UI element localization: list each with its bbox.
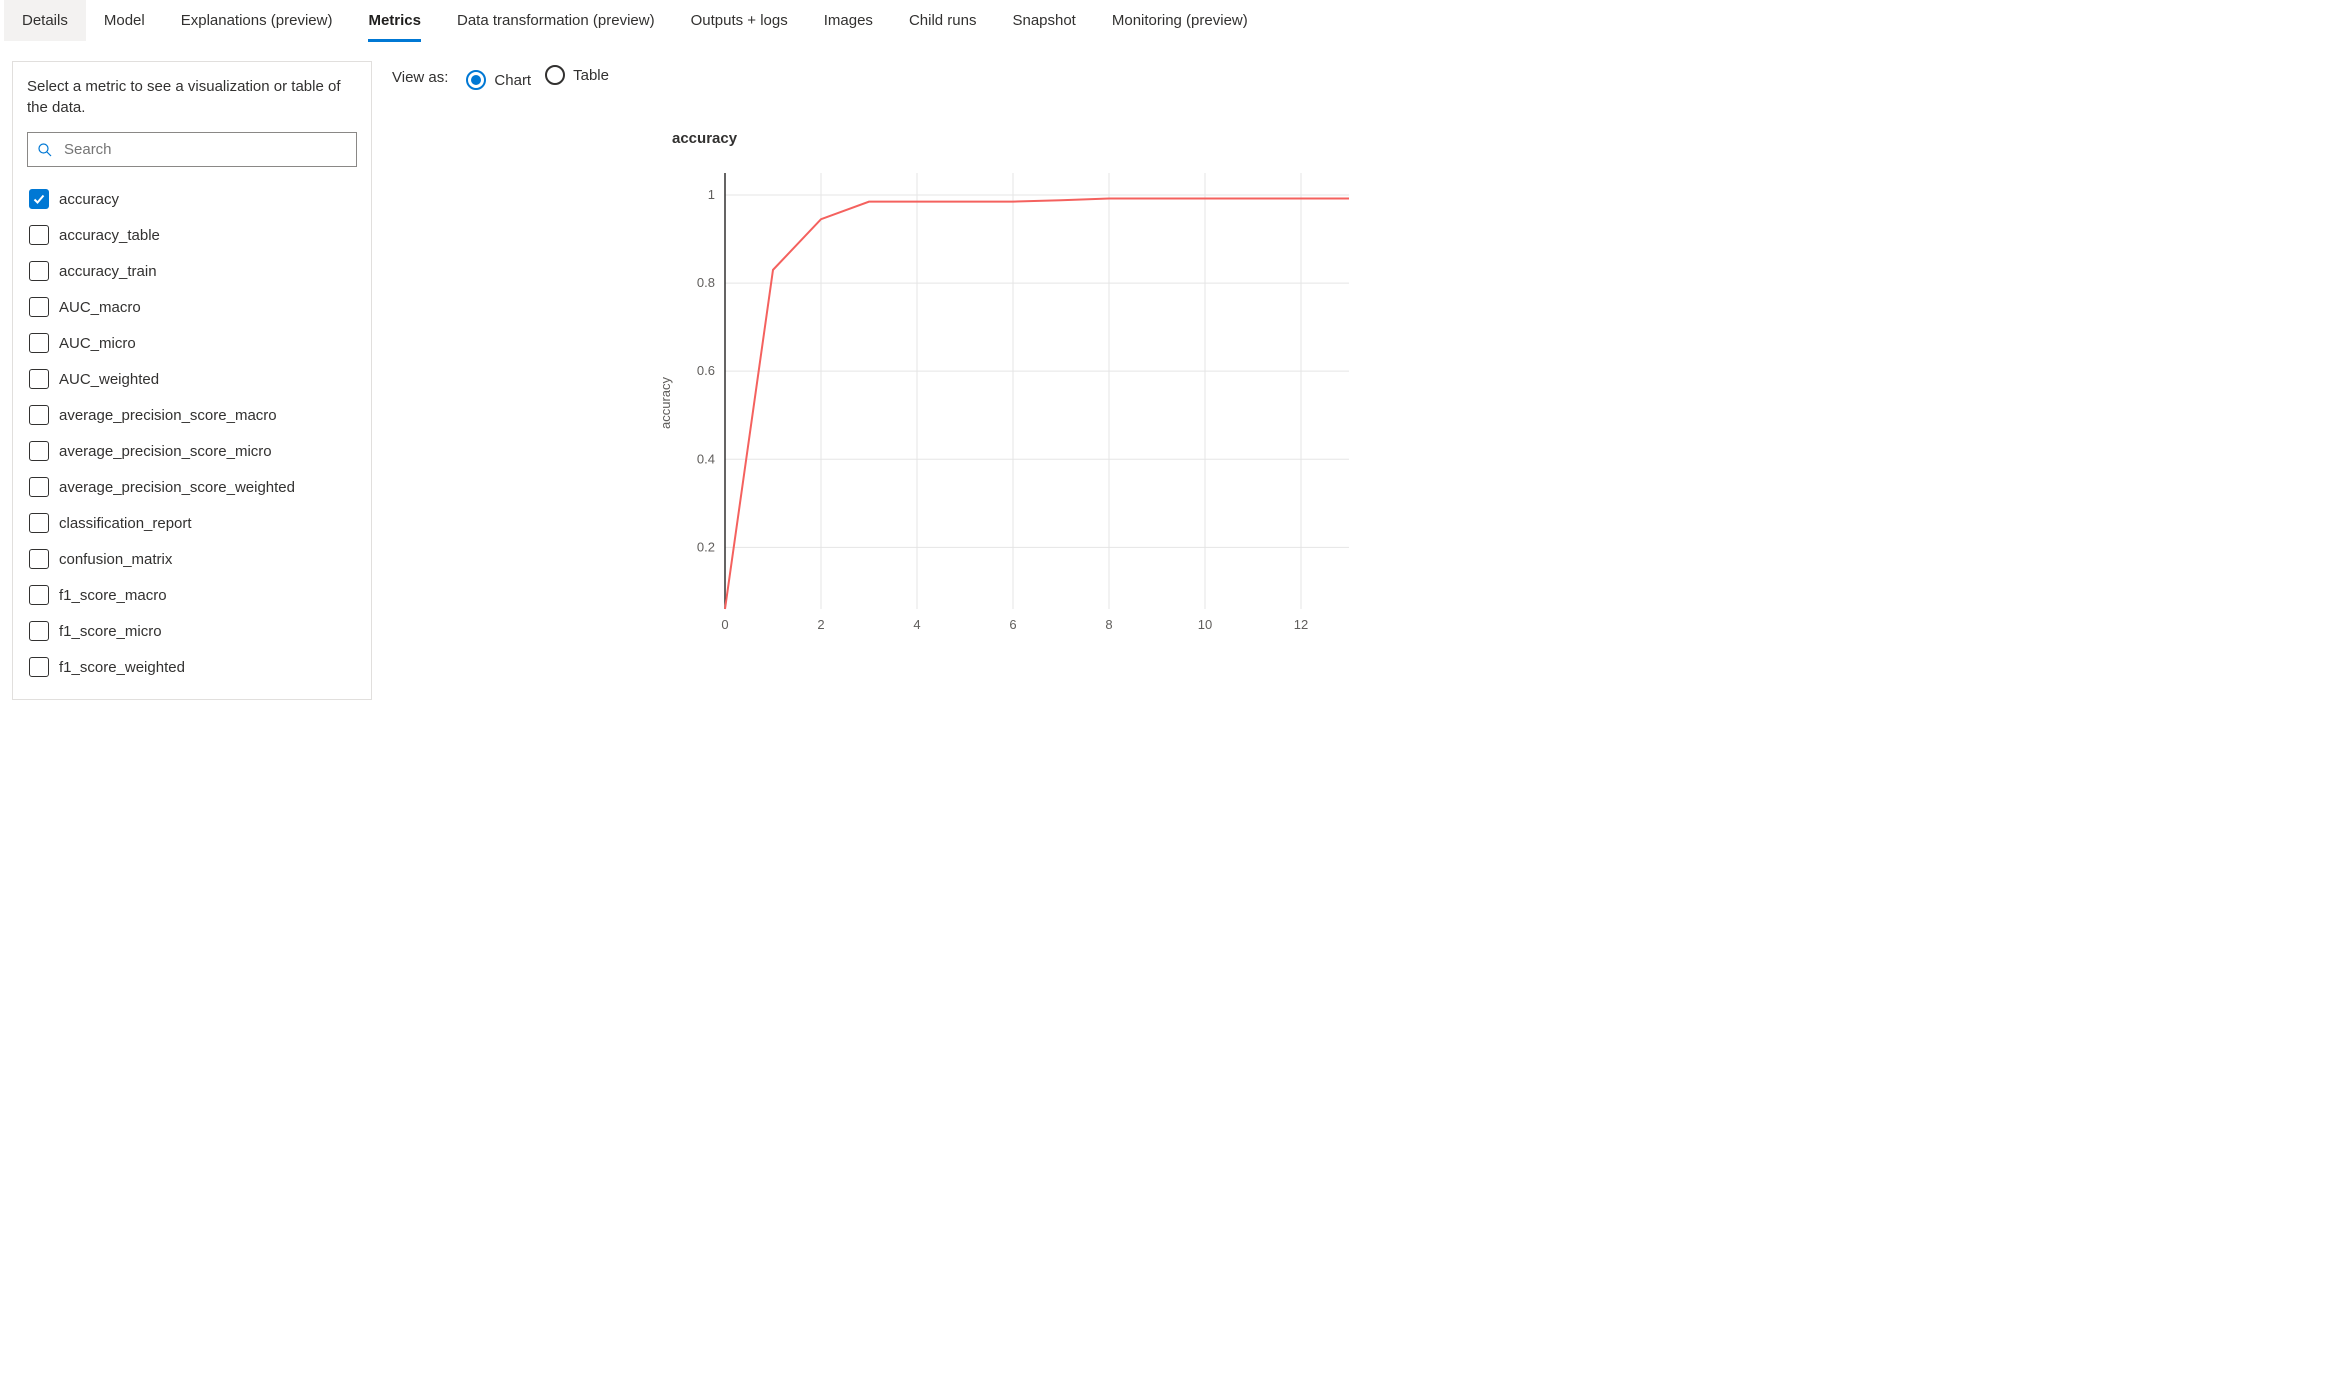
tab-metrics[interactable]: Metrics [350, 0, 439, 41]
radio[interactable] [545, 65, 565, 85]
metric-label: average_precision_score_micro [59, 443, 272, 460]
metric-label: average_precision_score_macro [59, 407, 277, 424]
svg-text:12: 12 [1294, 617, 1308, 632]
metric-item[interactable]: classification_report [27, 505, 367, 541]
metric-item[interactable]: f1_score_micro [27, 613, 367, 649]
view-as-row: View as: Chart Table [392, 65, 2320, 90]
checkbox[interactable] [29, 441, 49, 461]
svg-text:0.4: 0.4 [697, 451, 715, 466]
metric-item[interactable]: average_precision_score_weighted [27, 469, 367, 505]
tab-model[interactable]: Model [86, 0, 163, 41]
metric-label: AUC_micro [59, 335, 136, 352]
checkbox[interactable] [29, 513, 49, 533]
svg-text:0.2: 0.2 [697, 539, 715, 554]
checkbox[interactable] [29, 189, 49, 209]
accuracy-chart: 0 2 4 6 8 10 12 0.2 0.4 0.6 0.8 1 [679, 163, 1359, 643]
checkbox[interactable] [29, 405, 49, 425]
svg-text:1: 1 [708, 187, 715, 202]
metrics-sidebar: Select a metric to see a visualization o… [12, 61, 372, 700]
svg-text:0.8: 0.8 [697, 275, 715, 290]
chart-container: accuracy accuracy 0 2 4 6 8 10 12 0.2 0.4 0.6 0.8 1 [652, 130, 2320, 643]
metric-item[interactable]: f1_score_macro [27, 577, 367, 613]
checkbox[interactable] [29, 477, 49, 497]
tab-monitoring-preview-[interactable]: Monitoring (preview) [1094, 0, 1266, 41]
checkbox[interactable] [29, 297, 49, 317]
checkbox[interactable] [29, 657, 49, 677]
metric-item[interactable]: accuracy [27, 181, 367, 217]
chart-title: accuracy [672, 130, 2320, 147]
tab-images[interactable]: Images [806, 0, 891, 41]
metric-label: confusion_matrix [59, 551, 172, 568]
radio-label: Chart [494, 72, 531, 89]
tab-snapshot[interactable]: Snapshot [994, 0, 1093, 41]
metric-label: accuracy_train [59, 263, 157, 280]
view-option-chart[interactable]: Chart [466, 70, 531, 90]
search-wrap [27, 132, 357, 167]
checkbox[interactable] [29, 369, 49, 389]
metric-item[interactable]: confusion_matrix [27, 541, 367, 577]
metric-label: f1_score_micro [59, 623, 162, 640]
svg-text:4: 4 [913, 617, 920, 632]
metric-item[interactable]: AUC_weighted [27, 361, 367, 397]
tab-outputs-logs[interactable]: Outputs + logs [673, 0, 806, 41]
svg-text:10: 10 [1198, 617, 1212, 632]
checkbox[interactable] [29, 225, 49, 245]
tab-details[interactable]: Details [4, 0, 86, 41]
metric-label: f1_score_weighted [59, 659, 185, 676]
checkbox[interactable] [29, 585, 49, 605]
metric-label: average_precision_score_weighted [59, 479, 295, 496]
metric-item[interactable]: AUC_micro [27, 325, 367, 361]
checkbox[interactable] [29, 261, 49, 281]
metric-item[interactable]: AUC_macro [27, 289, 367, 325]
svg-text:2: 2 [817, 617, 824, 632]
tab-child-runs[interactable]: Child runs [891, 0, 995, 41]
sidebar-description: Select a metric to see a visualization o… [27, 76, 371, 118]
metric-label: accuracy [59, 191, 119, 208]
checkbox[interactable] [29, 621, 49, 641]
main-panel: View as: Chart Table accuracy accuracy 0 2… [392, 61, 2320, 700]
checkbox[interactable] [29, 333, 49, 353]
svg-text:0.6: 0.6 [697, 363, 715, 378]
tab-bar: DetailsModelExplanations (preview)Metric… [0, 0, 2332, 41]
metric-item[interactable]: average_precision_score_micro [27, 433, 367, 469]
metric-label: AUC_macro [59, 299, 141, 316]
metric-list[interactable]: accuracy accuracy_table accuracy_train AUC_… [27, 181, 371, 685]
metric-label: AUC_weighted [59, 371, 159, 388]
checkbox[interactable] [29, 549, 49, 569]
metric-label: classification_report [59, 515, 192, 532]
tab-explanations-preview-[interactable]: Explanations (preview) [163, 0, 351, 41]
search-input[interactable] [27, 132, 357, 167]
radio-label: Table [573, 67, 609, 84]
metric-item[interactable]: accuracy_train [27, 253, 367, 289]
view-option-table[interactable]: Table [545, 65, 609, 85]
svg-text:0: 0 [721, 617, 728, 632]
metric-label: accuracy_table [59, 227, 160, 244]
metric-label: f1_score_macro [59, 587, 167, 604]
svg-text:6: 6 [1009, 617, 1016, 632]
view-as-label: View as: [392, 69, 448, 86]
chart-area: accuracy 0 2 4 6 8 10 12 0.2 0.4 0.6 0.8 1 [652, 163, 2320, 643]
svg-text:8: 8 [1105, 617, 1112, 632]
metric-item[interactable]: average_precision_score_macro [27, 397, 367, 433]
chart-ylabel: accuracy [652, 163, 679, 643]
radio[interactable] [466, 70, 486, 90]
metric-item[interactable]: f1_score_weighted [27, 649, 367, 685]
content-area: Select a metric to see a visualization o… [0, 41, 2332, 712]
search-icon [37, 142, 53, 158]
tab-data-transformation-preview-[interactable]: Data transformation (preview) [439, 0, 673, 41]
metric-item[interactable]: accuracy_table [27, 217, 367, 253]
